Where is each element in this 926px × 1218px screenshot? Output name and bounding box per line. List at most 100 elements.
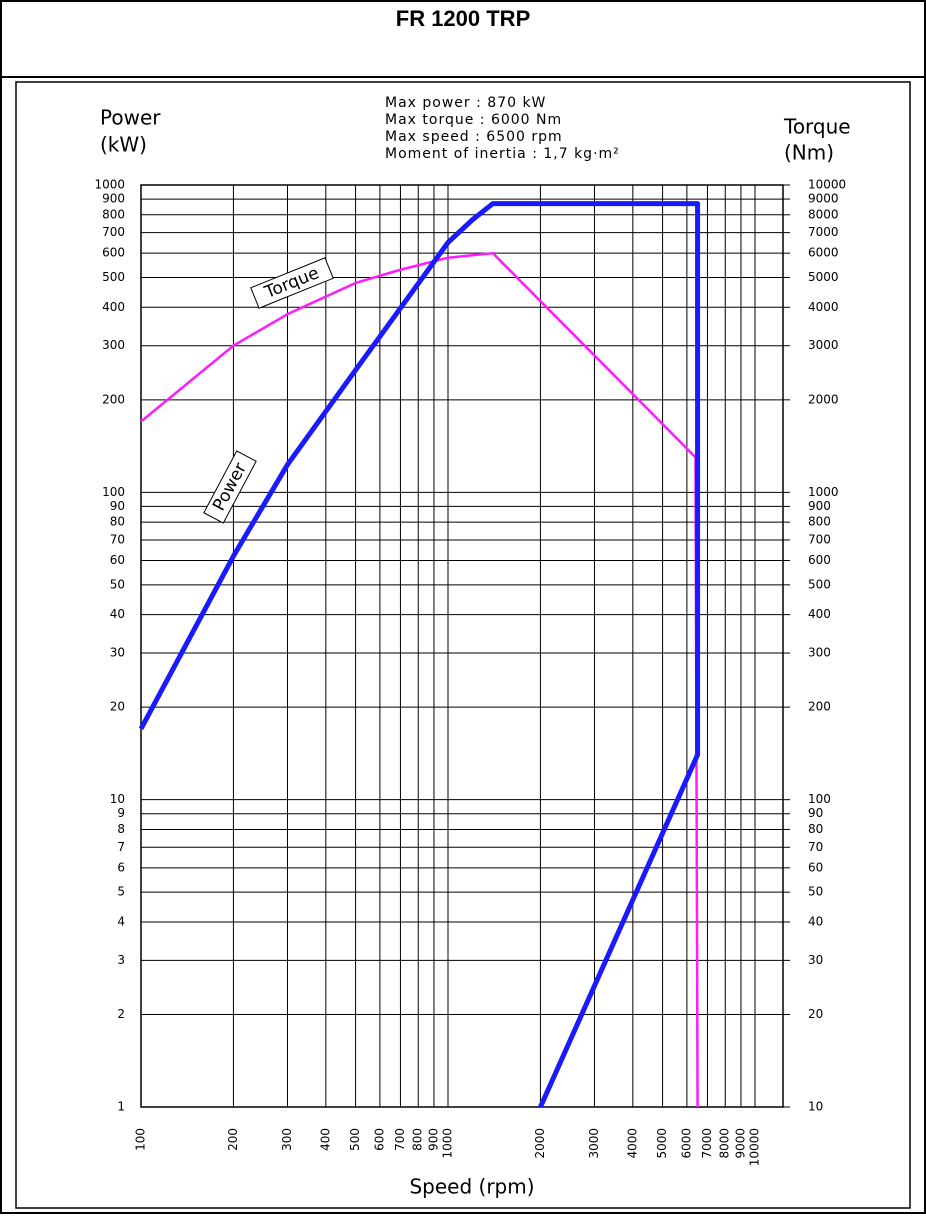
y-tick-label: 200 <box>102 392 125 406</box>
y-tick-label: 4 <box>117 914 125 928</box>
y-axis-label: (kW) <box>100 133 147 157</box>
grid: 100 200 300 400 500 600 700 800 900 1000 2000 3000 4… <box>94 178 846 1167</box>
y-tick-label: 20 <box>110 700 125 714</box>
x-tick-label: 5000 <box>655 1128 669 1159</box>
y-tick-label: 400 <box>102 300 125 314</box>
y2-tick-label: 2000 <box>808 392 839 406</box>
spec-line: Max torque : 6000 Nm <box>385 112 562 128</box>
y2-tick-label: 5000 <box>808 270 839 284</box>
y-tick-label: 3 <box>117 953 125 967</box>
y-tick-label: 8 <box>117 822 125 836</box>
y2-tick-label: 500 <box>808 577 831 591</box>
x-tick-label: 3000 <box>587 1128 601 1159</box>
y2-tick-label: 3000 <box>808 338 839 352</box>
x-tick-label: 10000 <box>748 1128 762 1166</box>
inner-frame <box>15 81 911 1209</box>
y2-axis-label: (Nm) <box>784 141 834 165</box>
y-tick-label: 80 <box>110 515 125 529</box>
y2-tick-label: 800 <box>808 515 831 529</box>
spec-line: Moment of inertia : 1,7 kg·m² <box>385 146 620 162</box>
y-tick-label: 600 <box>102 246 125 260</box>
x-tick-label: 2000 <box>533 1128 547 1159</box>
chart-title: FR 1200 TRP <box>396 6 531 31</box>
y-tick-label: 9 <box>117 806 125 820</box>
y2-tick-label: 20 <box>808 1007 823 1021</box>
x-tick-label: 200 <box>226 1128 240 1151</box>
y-tick-label: 60 <box>110 553 125 567</box>
y-tick-label: 90 <box>110 499 125 513</box>
x-tick-label: 800 <box>411 1128 425 1151</box>
x-tick-label: 400 <box>318 1128 332 1151</box>
x-tick-label: 9000 <box>733 1128 747 1159</box>
series-label: Torque <box>250 257 334 309</box>
y-tick-label: 500 <box>102 270 125 284</box>
y2-tick-label: 1000 <box>808 485 839 499</box>
x-tick-label: 300 <box>280 1128 294 1151</box>
spec-line: Max speed : 6500 rpm <box>385 129 563 145</box>
y-tick-label: 30 <box>110 646 125 660</box>
y2-tick-label: 70 <box>808 840 823 854</box>
y-axis-label: Power <box>100 106 161 130</box>
y-tick-label: 800 <box>102 207 125 221</box>
label-box <box>250 257 334 309</box>
y-tick-label: 2 <box>117 1007 125 1021</box>
y2-tick-label: 40 <box>808 914 823 928</box>
y2-tick-label: 300 <box>808 646 831 660</box>
x-axis-label: Speed (rpm) <box>409 1175 534 1199</box>
plot-frame <box>140 184 784 1108</box>
y2-tick-label: 30 <box>808 953 823 967</box>
x-tick-label: 700 <box>393 1128 407 1151</box>
y-tick-label: 900 <box>102 192 125 206</box>
y2-tick-label: 10 <box>808 1100 823 1114</box>
y-tick-label: 1000 <box>94 178 125 192</box>
y2-tick-label: 200 <box>808 700 831 714</box>
y-tick-label: 6 <box>117 860 125 874</box>
y2-tick-label: 600 <box>808 553 831 567</box>
y2-tick-label: 900 <box>808 499 831 513</box>
y2-tick-label: 4000 <box>808 300 839 314</box>
y2-tick-label: 6000 <box>808 246 839 260</box>
lines <box>138 201 701 1109</box>
y2-tick-label: 90 <box>808 806 823 820</box>
x-tick-label: 8000 <box>718 1128 732 1159</box>
x-tick-label: 4000 <box>625 1128 639 1159</box>
spec-line: Max power : 870 kW <box>385 95 546 111</box>
y-tick-label: 1 <box>117 1100 125 1114</box>
y2-tick-label: 9000 <box>808 192 839 206</box>
series-line <box>140 251 699 1108</box>
y2-tick-label: 400 <box>808 607 831 621</box>
x-tick-label: 6000 <box>679 1128 693 1159</box>
y-tick-label: 700 <box>102 225 125 239</box>
y2-tick-label: 10000 <box>808 178 846 192</box>
y-tick-label: 100 <box>102 485 125 499</box>
y-tick-label: 70 <box>110 532 125 546</box>
label-box <box>203 450 257 524</box>
x-tick-label: 7000 <box>700 1128 714 1159</box>
series-line <box>138 201 701 1109</box>
y2-tick-label: 50 <box>808 885 823 899</box>
x-tick-label: 500 <box>348 1128 362 1151</box>
y2-tick-label: 8000 <box>808 207 839 221</box>
y2-axis-label: Torque <box>783 115 851 139</box>
y-tick-label: 10 <box>110 792 125 806</box>
x-tick-label: 1000 <box>441 1128 455 1159</box>
y2-tick-label: 60 <box>808 860 823 874</box>
y2-tick-label: 700 <box>808 532 831 546</box>
y-tick-label: 5 <box>117 885 125 899</box>
y-tick-label: 50 <box>110 577 125 591</box>
x-tick-label: 100 <box>134 1128 148 1151</box>
y2-tick-label: 80 <box>808 822 823 836</box>
x-tick-label: 600 <box>372 1128 386 1151</box>
y2-tick-label: 7000 <box>808 225 839 239</box>
series-label: Power <box>203 450 257 524</box>
x-tick-label: 900 <box>426 1128 440 1151</box>
series-label-text: Torque <box>261 263 322 303</box>
y2-tick-label: 100 <box>808 792 831 806</box>
y-tick-label: 7 <box>117 840 125 854</box>
y-tick-label: 40 <box>110 607 125 621</box>
annotations: Torque Power <box>203 257 334 524</box>
y-tick-label: 300 <box>102 338 125 352</box>
